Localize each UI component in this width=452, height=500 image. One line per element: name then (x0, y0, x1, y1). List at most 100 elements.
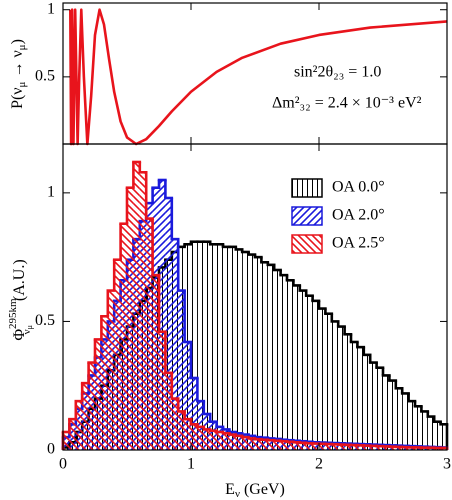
legend-label: OA 2.0° (332, 207, 385, 224)
bar (63, 432, 70, 450)
bar (120, 223, 127, 450)
legend-swatch (291, 234, 323, 254)
bar (338, 326, 345, 450)
bar (299, 442, 307, 450)
bar (255, 439, 262, 450)
bar (421, 411, 428, 450)
label-part: (A.U.) (11, 259, 28, 305)
bar (82, 383, 89, 450)
bar (280, 441, 287, 450)
y-tick-label: 1 (47, 184, 55, 201)
bar (210, 430, 217, 450)
bar (184, 342, 191, 450)
bar (127, 187, 134, 450)
bar (280, 275, 287, 450)
label-part: μ (16, 44, 28, 50)
bar (191, 241, 198, 450)
bar (357, 347, 364, 450)
bar (229, 246, 236, 450)
bar (376, 367, 383, 450)
bar (216, 432, 223, 450)
annotation: Δm²₃₂ = 2.4 × 10⁻³ eV² (272, 95, 422, 112)
bar (242, 252, 249, 450)
bar (216, 244, 223, 450)
bar (165, 198, 172, 450)
bar (319, 443, 326, 450)
label-part: ) (9, 39, 26, 44)
legend-label: OA 2.5° (332, 235, 385, 252)
bar (319, 308, 326, 450)
bar (370, 445, 377, 450)
bar (267, 264, 275, 450)
bar (235, 249, 243, 450)
bar (133, 162, 140, 450)
x-tick-label: 1 (187, 456, 195, 473)
bar (293, 442, 300, 450)
bar (248, 254, 255, 450)
bar (88, 362, 95, 450)
bar (293, 285, 300, 450)
bar (261, 262, 268, 450)
bar (75, 401, 83, 450)
bar (165, 372, 172, 450)
bar (351, 342, 358, 450)
bar (274, 270, 281, 450)
bar (171, 239, 179, 450)
bar (325, 313, 332, 450)
y-axis-label: P(νμ → νμ) (9, 39, 28, 109)
bar (101, 316, 108, 450)
x-tick-label: 3 (443, 456, 451, 473)
bar (171, 398, 179, 450)
bar (248, 438, 255, 450)
bar (223, 246, 230, 450)
label-part: ν (21, 329, 33, 334)
bar (139, 172, 147, 451)
annotation: sin²2θ₂₃ = 1.0 (294, 64, 381, 81)
bar (159, 331, 166, 450)
line (69, 8, 448, 146)
legend-swatch (291, 206, 323, 226)
bar (95, 339, 102, 450)
bar (191, 378, 198, 450)
bar (312, 300, 319, 450)
y-axis-label: Φ295kmνμ (A.U.) (7, 259, 34, 340)
bar (203, 241, 211, 450)
bar (255, 257, 262, 450)
bar (306, 443, 313, 450)
y-tick-label: 0 (47, 441, 55, 458)
bar (415, 406, 422, 450)
bar (370, 362, 377, 450)
bar (197, 241, 204, 450)
bar (402, 393, 409, 450)
bar (363, 354, 371, 450)
bar (389, 446, 396, 450)
bar (344, 444, 351, 450)
x-axis-label: Eν (GeV) (225, 481, 285, 500)
bar (287, 280, 294, 450)
bar (402, 447, 409, 450)
bar (440, 424, 447, 450)
bar (299, 290, 307, 450)
panel (69, 8, 448, 146)
bar (376, 446, 383, 450)
bar (331, 444, 339, 450)
y-tick-label: 0.5 (35, 68, 55, 85)
bar (395, 446, 403, 450)
label-part: Φ (11, 329, 28, 341)
bar (69, 419, 76, 450)
bar (331, 321, 339, 450)
bar (434, 421, 441, 450)
label-part: 295km (7, 298, 19, 329)
legend-swatch (291, 178, 323, 198)
label-part: ν (235, 488, 240, 500)
label-part: μ (16, 81, 28, 87)
label-part: (GeV) (240, 481, 285, 498)
bar (287, 441, 294, 450)
bar (235, 435, 243, 450)
bar (178, 290, 185, 450)
bar (159, 180, 166, 450)
bar (357, 445, 364, 450)
bar (351, 445, 358, 450)
bar (184, 419, 191, 450)
